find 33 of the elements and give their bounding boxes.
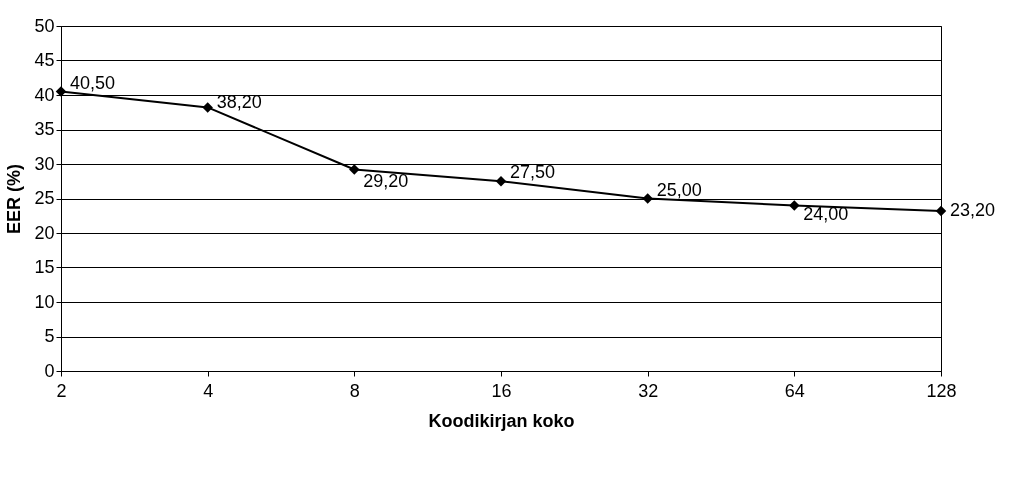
data-label: 25,00	[656, 179, 702, 200]
y-tick-label: 0	[44, 360, 55, 381]
point	[642, 193, 653, 204]
data-label: 40,50	[70, 72, 116, 93]
point	[349, 164, 360, 175]
y-tick-label: 5	[44, 326, 55, 346]
point	[495, 176, 507, 187]
data-label: 29,20	[363, 170, 409, 191]
x-tick-label: 16	[491, 380, 512, 401]
y-tick-label: 40	[34, 84, 55, 105]
x-axis-title: Koodikirjan koko	[428, 410, 575, 431]
data-label: 23,20	[950, 199, 996, 220]
point	[789, 200, 800, 211]
x-tick-label: 4	[203, 380, 214, 401]
y-tick-label: 50	[34, 15, 55, 36]
y-tick-label: 25	[34, 188, 55, 208]
x-tick-label: 64	[784, 380, 805, 401]
y-axis-title: EER (%)	[4, 163, 25, 235]
data-label: 24,00	[803, 204, 849, 225]
data-label: 27,50	[510, 162, 556, 183]
x-tick-label: 2	[56, 380, 67, 401]
y-tick-label: 10	[34, 291, 55, 312]
y-tick-label: 30	[34, 153, 55, 174]
y-tick-label: 20	[34, 222, 55, 243]
point	[935, 205, 947, 217]
y-tick-label: 35	[34, 119, 55, 139]
x-tick-label: 8	[349, 380, 360, 401]
point	[202, 102, 213, 113]
y-tick-label: 45	[34, 50, 55, 70]
point	[55, 86, 67, 97]
y-tick-label: 15	[34, 257, 55, 277]
x-tick-label: 32	[638, 380, 659, 401]
x-tick-label: 128	[926, 380, 957, 401]
